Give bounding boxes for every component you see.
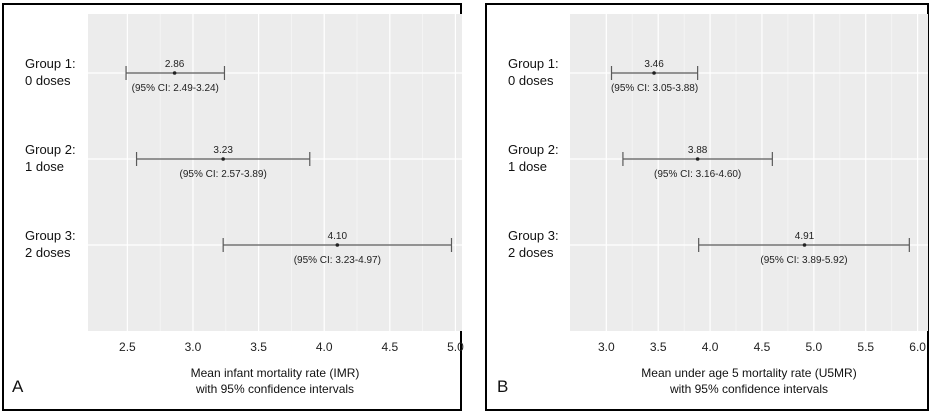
group-row: Group 2: 1 dose 3.23 (95% CI: 2.57-3.89) (25, 142, 311, 180)
group-label-line2: 1 dose (25, 159, 64, 174)
x-axis-title-line2: with 95% confidence intervals (669, 382, 828, 396)
group-label-line1: Group 1: (508, 56, 559, 71)
mean-value-label: 4.91 (795, 231, 815, 242)
group-label-line1: Group 3: (508, 228, 559, 243)
chart-panel-b: 3.0 3.5 4.0 4.5 5.0 5.5 6.0 Group 1: 0 doses 3.46… (485, 3, 929, 411)
x-tick-label: 3.0 (598, 340, 615, 354)
mean-point (335, 243, 340, 247)
ci-text-label: (95% CI: 3.05-3.88) (611, 83, 698, 94)
x-tick-label: 4.0 (702, 340, 719, 354)
mean-value-label: 4.10 (328, 231, 348, 242)
plot-background (570, 14, 928, 331)
mean-point (695, 157, 700, 161)
group-label-line2: 0 doses (25, 73, 71, 88)
x-axis-title-line1: Mean under age 5 mortality rate (U5MR) (641, 366, 856, 380)
group-label-line2: 2 doses (508, 245, 554, 260)
mean-point (802, 243, 807, 247)
group-label-line1: Group 2: (508, 142, 559, 157)
x-tick-label: 5.0 (806, 340, 823, 354)
group-label-line1: Group 2: (25, 142, 76, 157)
mean-point (221, 157, 225, 161)
group-label-line1: Group 1: (25, 56, 76, 71)
group-row: Group 3: 2 doses 4.91 (95% CI: 3.89-5.92) (508, 228, 910, 266)
x-tick-label: 6.0 (909, 340, 926, 354)
group-label-line1: Group 3: (25, 228, 76, 243)
group-label-line2: 0 doses (508, 73, 554, 88)
x-tick-label: 4.5 (381, 340, 398, 354)
x-tick-label: 4.0 (316, 340, 333, 354)
ci-text-label: (95% CI: 2.49-3.24) (132, 83, 219, 94)
panel-letter: A (12, 377, 24, 396)
x-axis-title-line2: with 95% confidence intervals (195, 382, 354, 396)
x-tick-label: 5.5 (857, 340, 874, 354)
group-row: Group 1: 0 doses 2.86 (95% CI: 2.49-3.24) (25, 56, 226, 94)
x-tick-label: 3.5 (250, 340, 267, 354)
panel-letter: B (497, 377, 508, 396)
x-axis-title-line1: Mean infant mortality rate (IMR) (191, 366, 360, 380)
mean-point (652, 71, 656, 75)
ci-text-label: (95% CI: 3.16-4.60) (654, 169, 741, 180)
chart-panel-a: 2.5 3.0 3.5 4.0 4.5 5.0 Group 1: 0 doses 2.86 (95… (2, 3, 464, 411)
group-label-line2: 1 dose (508, 159, 547, 174)
mean-value-label: 3.46 (644, 59, 664, 70)
group-label-line2: 2 doses (25, 245, 71, 260)
x-tick-label: 3.0 (185, 340, 202, 354)
ci-text-label: (95% CI: 3.23-4.97) (294, 255, 381, 266)
mean-point (172, 71, 177, 75)
group-row: Group 2: 1 dose 3.88 (95% CI: 3.16-4.60) (508, 142, 773, 180)
mean-value-label: 3.23 (213, 145, 233, 156)
group-row: Group 1: 0 doses 3.46 (95% CI: 3.05-3.88) (508, 56, 699, 94)
x-tick-label: 3.5 (650, 340, 667, 354)
plot-background (88, 14, 462, 331)
x-tick-label: 4.5 (754, 340, 771, 354)
ci-text-label: (95% CI: 3.89-5.92) (760, 255, 847, 266)
ci-text-label: (95% CI: 2.57-3.89) (180, 169, 267, 180)
mean-value-label: 2.86 (165, 59, 185, 70)
group-row: Group 3: 2 doses 4.10 (95% CI: 3.23-4.97) (25, 228, 453, 266)
mean-value-label: 3.88 (688, 145, 708, 156)
x-tick-label: 5.0 (447, 340, 464, 354)
x-tick-label: 2.5 (119, 340, 136, 354)
